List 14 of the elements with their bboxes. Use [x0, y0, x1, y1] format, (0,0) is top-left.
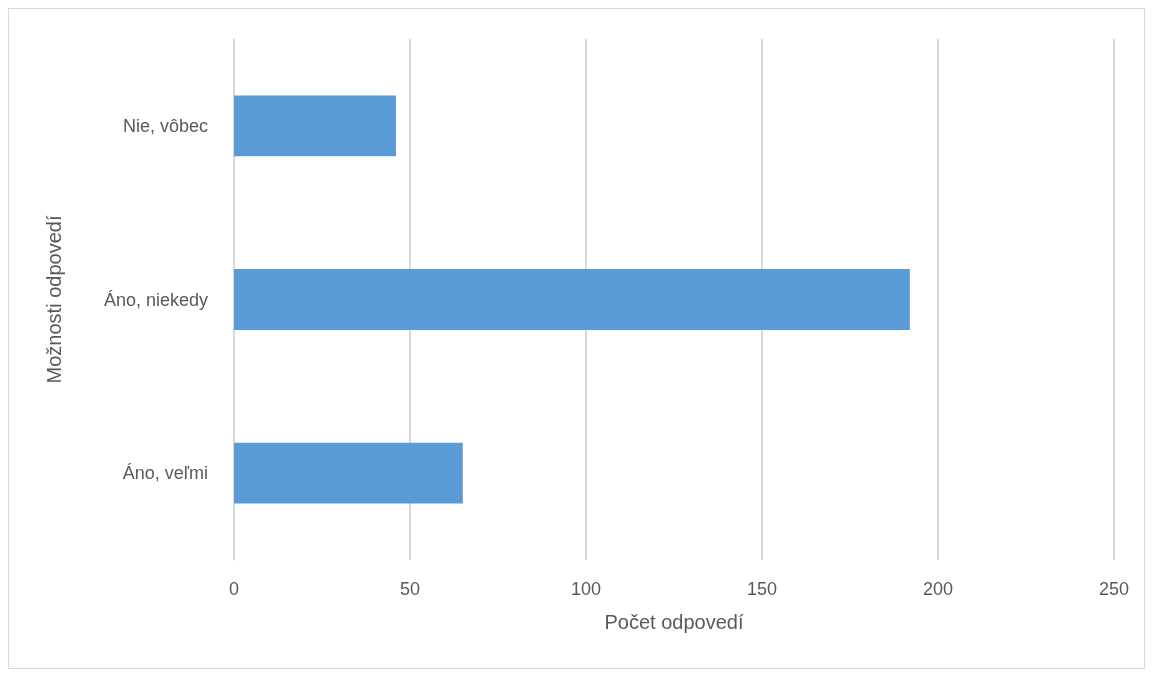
y-tick-label: Áno, niekedy: [103, 289, 208, 310]
x-tick-label: 50: [399, 579, 421, 599]
y-tick-label: Nie, vôbec: [122, 115, 208, 136]
x-tick-label: 200: [922, 579, 954, 599]
bar: [234, 95, 396, 157]
bar: [234, 442, 463, 504]
bar: [234, 269, 910, 330]
x-tick-label: 150: [746, 579, 778, 599]
x-tick-label: 250: [1098, 579, 1130, 599]
y-tick-label: Áno, veľmi: [122, 463, 208, 484]
x-tick-label: 0: [228, 579, 240, 599]
x-tick-label: 100: [570, 579, 602, 599]
x-axis-title: Počet odpovedí: [604, 611, 744, 633]
y-axis-title: Možnosti odpovedí: [43, 215, 65, 384]
